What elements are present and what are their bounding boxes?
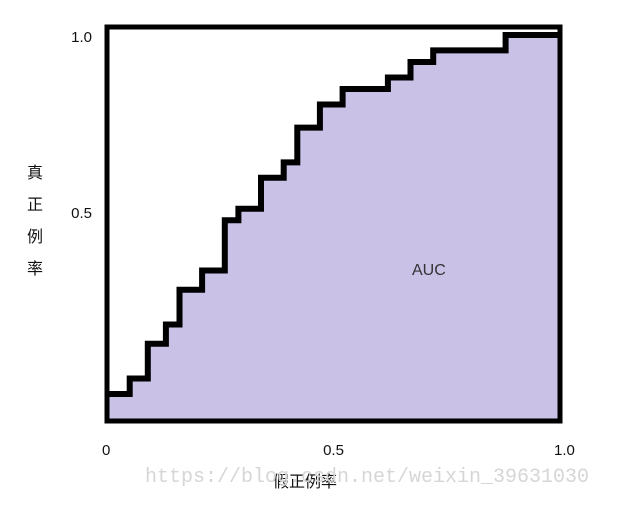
y-tick-label: 0.5 [71, 205, 92, 222]
y-tick-label: 1.0 [71, 29, 92, 46]
y-axis-label-char: 正 [27, 195, 43, 214]
x-tick-label: 1.0 [554, 442, 575, 459]
auc-label: AUC [412, 262, 446, 279]
y-axis-label-char: 真 [27, 163, 43, 182]
auc-area [107, 27, 560, 421]
x-axis-label: 假正例率 [273, 472, 337, 491]
roc-curve [107, 32, 560, 397]
x-tick-label: 0.5 [323, 442, 344, 459]
plot-frame [104, 24, 563, 424]
y-axis-label-char: 例 [27, 227, 43, 246]
watermark: https://blog.csdn.net/weixin_39631030 [145, 466, 589, 489]
y-axis-label-char: 率 [27, 259, 43, 278]
x-tick-label: 0 [102, 442, 110, 459]
